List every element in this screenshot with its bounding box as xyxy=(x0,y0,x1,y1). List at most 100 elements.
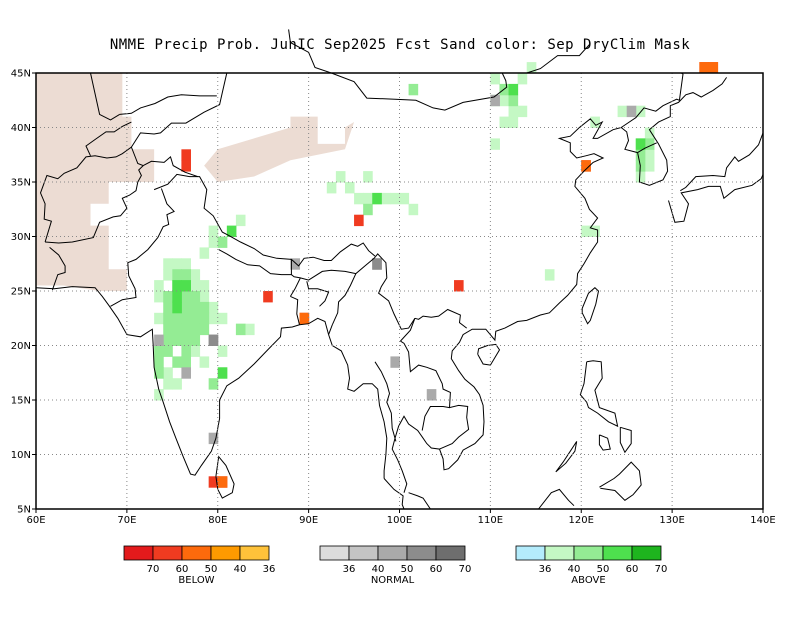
coastline xyxy=(130,72,228,148)
prob-cell-above xyxy=(154,345,164,357)
prob-cell-above xyxy=(163,345,173,357)
prob-cell-above xyxy=(181,345,191,357)
coastline xyxy=(35,286,388,479)
prob-cell-normal xyxy=(208,334,219,346)
coastline xyxy=(288,29,508,111)
legend-tick-label: 70 xyxy=(459,564,472,575)
prob-cell-above xyxy=(245,323,255,336)
legend-tick-label: 36 xyxy=(539,564,552,575)
legend-title-above: ABOVE xyxy=(571,575,605,586)
prob-cell-above xyxy=(490,73,500,85)
coastline xyxy=(49,247,66,291)
prob-cell-normal xyxy=(208,432,219,445)
prob-cell-above xyxy=(217,367,228,379)
x-tick-label: 100E xyxy=(387,515,412,526)
prob-cell-above xyxy=(172,258,182,270)
coastline-layer xyxy=(35,29,764,510)
coastline xyxy=(153,173,376,267)
prob-cell-normal xyxy=(390,356,400,368)
prob-cell-above xyxy=(644,138,655,150)
prob-cell-above xyxy=(163,269,173,281)
coastline xyxy=(289,277,301,297)
probability-cells-layer xyxy=(154,62,719,488)
coastline xyxy=(619,426,632,454)
legend-swatch-normal xyxy=(377,545,408,561)
y-tick-label: 20N xyxy=(11,341,31,352)
legend-swatch-above xyxy=(602,545,633,561)
prob-cell-above xyxy=(490,138,500,150)
legend-tick-label: 40 xyxy=(568,564,581,575)
coastline xyxy=(620,72,684,128)
coastline xyxy=(680,127,764,192)
prob-cell-below xyxy=(581,160,591,172)
prob-cell-above xyxy=(154,356,164,368)
prob-cell-above xyxy=(217,312,228,325)
coastline xyxy=(555,441,578,473)
prob-cell-above xyxy=(581,225,591,237)
prob-cell-above xyxy=(326,182,337,194)
prob-cell-above xyxy=(199,291,210,303)
prob-cell-above xyxy=(544,269,555,281)
coastline xyxy=(414,308,468,329)
legend-swatch-above xyxy=(515,545,546,561)
legend-tick-label: 40 xyxy=(372,564,385,575)
coastline xyxy=(374,361,397,442)
x-tick-label: 80E xyxy=(208,515,227,526)
y-tick-label: 40N xyxy=(11,123,31,134)
prob-cell-below xyxy=(181,160,191,172)
prob-cell-above xyxy=(172,269,182,281)
prob-cell-normal xyxy=(181,367,191,379)
prob-cell-above xyxy=(499,94,510,107)
prob-cell-above xyxy=(217,236,228,248)
legend-tick-label: 36 xyxy=(263,564,276,575)
prob-cell-above xyxy=(208,236,219,248)
coastline xyxy=(391,77,728,493)
prob-cell-above xyxy=(235,323,246,336)
prob-cell-above xyxy=(190,280,201,292)
prob-cell-above xyxy=(190,291,201,303)
legend-swatch-below xyxy=(181,545,212,561)
latitude-ticks: 5N 10N 15N 20N 25N 30N 35N 40N 45N xyxy=(11,69,36,516)
prob-cell-above xyxy=(354,192,364,205)
prob-cell-above xyxy=(181,269,191,281)
prob-cell-above xyxy=(644,149,655,161)
coastline xyxy=(85,121,132,157)
prob-cell-above xyxy=(635,149,646,161)
prob-cell-below xyxy=(263,291,273,303)
color-legend: 70 60 50 40 36 BELOW 36 40 50 60 70 NORMAL 36 40 50 60 7… xyxy=(123,545,668,586)
prob-cell-above xyxy=(163,323,173,336)
legend-swatch-below xyxy=(239,545,270,561)
prob-cell-above xyxy=(508,116,519,128)
prob-cell-above xyxy=(163,312,173,325)
prob-cell-above xyxy=(381,192,391,205)
coastline xyxy=(408,492,431,510)
coastline xyxy=(383,478,405,510)
legend-swatch-above xyxy=(544,545,575,561)
coastline xyxy=(400,318,416,342)
prob-cell-above xyxy=(617,105,628,118)
coastline xyxy=(598,434,611,451)
x-tick-label: 120E xyxy=(569,515,594,526)
coastline xyxy=(328,324,333,335)
x-tick-label: 60E xyxy=(26,515,45,526)
legend-tick-label: 60 xyxy=(626,564,639,575)
prob-cell-above xyxy=(390,192,400,205)
prob-cell-above xyxy=(199,301,210,314)
prob-cell-above xyxy=(199,312,210,325)
prob-cell-above xyxy=(335,171,346,183)
legend-swatch-below xyxy=(210,545,241,561)
legend-swatch-normal xyxy=(406,545,437,561)
prob-cell-above xyxy=(235,214,246,227)
prob-cell-above xyxy=(208,301,219,314)
coastline xyxy=(90,72,120,121)
coastline xyxy=(39,146,198,243)
prob-cell-above xyxy=(199,280,210,292)
prob-cell-normal xyxy=(426,389,437,401)
prob-cell-above xyxy=(172,378,182,390)
prob-cell-below xyxy=(454,280,464,292)
legend-tick-label: 70 xyxy=(655,564,668,575)
prob-cell-normal xyxy=(490,94,500,107)
map-title: NMME Precip Prob. JunIC Sep2025 Fcst San… xyxy=(109,37,691,53)
prob-cell-above xyxy=(172,280,182,292)
prob-cell-above xyxy=(172,323,182,336)
